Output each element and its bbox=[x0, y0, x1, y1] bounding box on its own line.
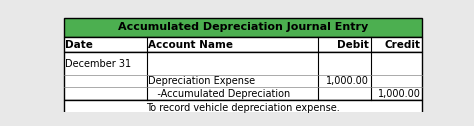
Text: Depreciation Expense: Depreciation Expense bbox=[148, 76, 255, 86]
Text: Credit: Credit bbox=[385, 40, 421, 50]
Bar bbox=[64, 100, 422, 115]
Text: Account Name: Account Name bbox=[148, 40, 233, 50]
Text: -Accumulated Depreciation: -Accumulated Depreciation bbox=[148, 89, 291, 99]
Text: 1,000.00: 1,000.00 bbox=[326, 76, 369, 86]
Text: Debit: Debit bbox=[337, 40, 369, 50]
Bar bbox=[64, 52, 422, 100]
Text: December 31: December 31 bbox=[65, 59, 131, 69]
Text: Accumulated Depreciation Journal Entry: Accumulated Depreciation Journal Entry bbox=[118, 22, 368, 33]
Bar bbox=[64, 37, 422, 52]
Text: Date: Date bbox=[65, 40, 93, 50]
Bar bbox=[64, 18, 422, 37]
Text: 1,000.00: 1,000.00 bbox=[378, 89, 421, 99]
Text: To record vehicle depreciation expense.: To record vehicle depreciation expense. bbox=[146, 103, 340, 113]
